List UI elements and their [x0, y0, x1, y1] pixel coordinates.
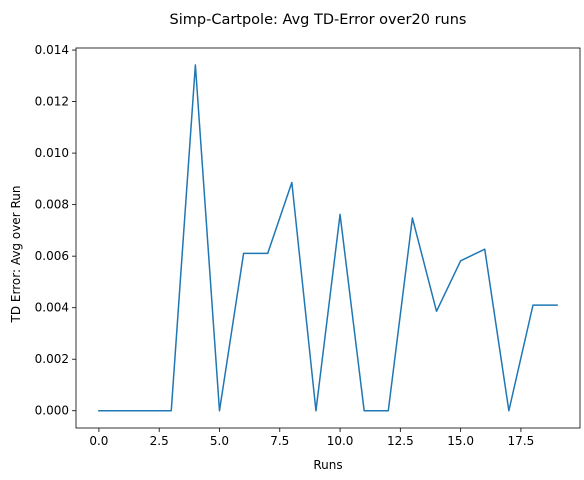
y-tick-label: 0.000	[35, 404, 69, 418]
x-axis: 0.0 2.5 5.0 7.5 10.0 12.5 15.0 17.5	[89, 428, 534, 448]
y-axis-label: TD Error: Avg over Run	[9, 186, 23, 324]
x-tick-label: 0.0	[89, 434, 108, 448]
x-tick-label: 17.5	[508, 434, 535, 448]
y-tick-label: 0.014	[35, 43, 69, 57]
y-tick-label: 0.008	[35, 198, 69, 212]
chart-title: Simp-Cartpole: Avg TD-Error over20 runs	[170, 12, 467, 28]
x-tick-label: 12.5	[387, 434, 414, 448]
x-tick-label: 2.5	[150, 434, 169, 448]
x-tick-label: 7.5	[270, 434, 289, 448]
y-tick-label: 0.010	[35, 146, 69, 160]
y-tick-label: 0.012	[35, 95, 69, 109]
x-axis-label: Runs	[313, 458, 342, 472]
x-tick-label: 10.0	[327, 434, 354, 448]
plot-frame	[75, 47, 581, 429]
y-axis: 0.000 0.002 0.004 0.006 0.008 0.010 0.012 0.014	[35, 43, 76, 418]
series-line	[98, 64, 558, 412]
x-tick-label: 5.0	[210, 434, 229, 448]
plot-area	[75, 47, 581, 429]
y-tick-label: 0.002	[35, 352, 69, 366]
y-tick-label: 0.004	[35, 301, 69, 315]
x-tick-label: 15.0	[447, 434, 474, 448]
series-layer	[98, 64, 558, 412]
y-tick-label: 0.006	[35, 249, 69, 263]
